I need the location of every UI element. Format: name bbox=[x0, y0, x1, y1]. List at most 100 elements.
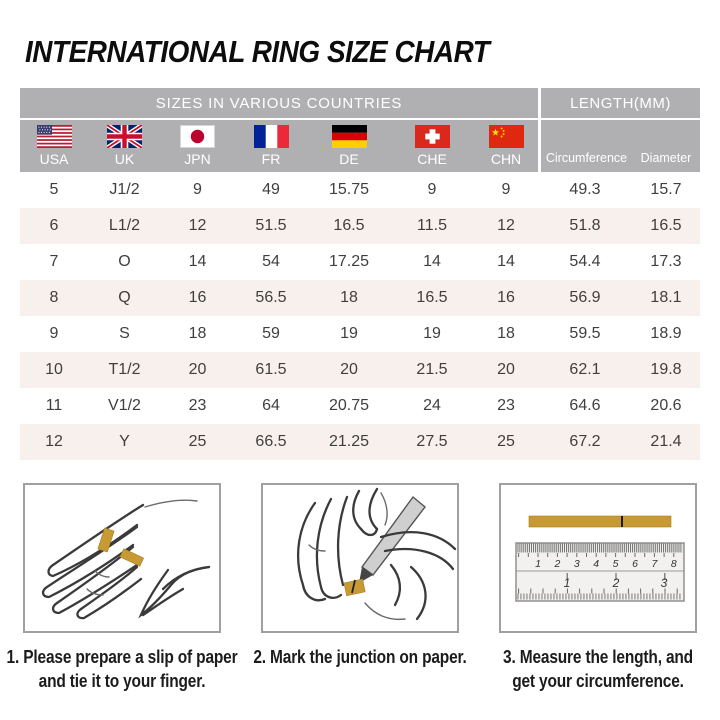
table-cell: 15.75 bbox=[328, 181, 370, 198]
table-cell: 21.25 bbox=[328, 433, 370, 450]
table-cell: 64.6 bbox=[569, 397, 601, 414]
country-label: JPN bbox=[184, 151, 211, 167]
table-cell: 56.5 bbox=[255, 289, 287, 306]
table-cell: 19 bbox=[340, 325, 358, 342]
table-cell: 16.5 bbox=[333, 217, 365, 234]
step-3-illustration-box: 1 2 3 4 5 6 7 8 1 2 3 bbox=[499, 483, 697, 633]
table-cell: 19 bbox=[423, 325, 441, 342]
ruler-inch-number: 1 bbox=[564, 576, 571, 590]
table-cell: 66.5 bbox=[255, 433, 287, 450]
ruler-cm-number: 3 bbox=[574, 558, 580, 570]
ruler-cm-number: 7 bbox=[651, 558, 658, 570]
flag-cell-uk: UK bbox=[88, 120, 161, 172]
japan-flag-icon bbox=[180, 125, 215, 148]
table-cell: V1/2 bbox=[108, 397, 141, 414]
table-cell: 14 bbox=[188, 253, 207, 270]
table-cell: 20.6 bbox=[650, 397, 682, 414]
country-label: DE bbox=[339, 151, 359, 167]
flag-cell-usa: USA bbox=[20, 120, 88, 172]
country-label: CHN bbox=[490, 151, 522, 167]
table-cell: 59 bbox=[262, 325, 280, 342]
header-length-label: LENGTH(MM) bbox=[538, 88, 700, 118]
table-cell: 18 bbox=[188, 325, 207, 342]
table-cell: 23 bbox=[188, 397, 207, 414]
table-cell: 16.5 bbox=[416, 289, 448, 306]
table-cell: 17.3 bbox=[650, 253, 682, 270]
table-cell: 18 bbox=[340, 289, 358, 306]
uk-flag-icon bbox=[107, 125, 142, 148]
table-cell: 12 bbox=[45, 433, 63, 450]
table-cell: 54 bbox=[262, 253, 280, 270]
ruler-cm-number: 6 bbox=[632, 558, 638, 570]
table-cell: 25 bbox=[497, 433, 515, 450]
table-cell: 15.7 bbox=[650, 181, 682, 198]
flag-cell-jpn: JPN bbox=[161, 120, 234, 172]
hand-with-paper-strip-illustration bbox=[41, 499, 211, 620]
table-cell: 5 bbox=[49, 181, 59, 198]
table-cell: J1/2 bbox=[109, 181, 140, 198]
table-cell: 49 bbox=[262, 181, 280, 198]
marking-junction-with-pen-illustration bbox=[297, 487, 457, 621]
table-cell: 17.25 bbox=[328, 253, 370, 270]
table-cell: 61.5 bbox=[255, 361, 287, 378]
table-row: 11 V1/2 23 64 20.75 24 23 64.6 20.6 bbox=[20, 388, 700, 424]
table-cell: 16 bbox=[497, 289, 515, 306]
country-label: FR bbox=[261, 151, 281, 167]
table-row: 8 Q 16 56.5 18 16.5 16 56.9 18.1 bbox=[20, 280, 700, 316]
measurement-steps: 1. Please prepare a slip of paper and ti… bbox=[6, 483, 714, 694]
flag-cell-chn: CHN bbox=[474, 120, 538, 172]
table-cell: 23 bbox=[497, 397, 515, 414]
step-caption: 2. Mark the junction on paper. bbox=[253, 647, 467, 667]
table-cell: 18.9 bbox=[650, 325, 682, 342]
table-body: 5 J1/2 9 49 15.75 9 9 49.3 15.7 6 L1/2 12 51.5 16.5 11… bbox=[20, 172, 700, 460]
step-2-illustration-box bbox=[261, 483, 459, 633]
table-cell: 6 bbox=[49, 217, 59, 234]
table-row: 5 J1/2 9 49 15.75 9 9 49.3 15.7 bbox=[20, 172, 700, 208]
ruler-cm-number: 2 bbox=[553, 558, 560, 570]
table-cell: 12 bbox=[497, 217, 515, 234]
flags-group: USA UK bbox=[20, 120, 538, 172]
flag-header-row: USA UK bbox=[20, 120, 700, 172]
size-table: SIZES IN VARIOUS COUNTRIES LENGTH(MM) bbox=[20, 88, 700, 460]
china-flag-icon bbox=[488, 125, 524, 148]
table-row: 7 O 14 54 17.25 14 14 54.4 17.3 bbox=[20, 244, 700, 280]
step-1: 1. Please prepare a slip of paper and ti… bbox=[6, 483, 238, 694]
page-title: INTERNATIONAL RING SIZE CHART bbox=[25, 34, 490, 69]
table-cell: 20.75 bbox=[328, 397, 370, 414]
table-cell: 20 bbox=[340, 361, 358, 378]
table-cell: 51.8 bbox=[569, 217, 601, 234]
table-cell: 18 bbox=[497, 325, 515, 342]
step-1-illustration-box bbox=[23, 483, 221, 633]
table-cell: 11 bbox=[45, 397, 63, 414]
country-label: USA bbox=[39, 151, 69, 167]
table-cell: Y bbox=[119, 433, 130, 450]
table-cell: O bbox=[118, 253, 131, 270]
step-3: 1 2 3 4 5 6 7 8 1 2 3 bbox=[482, 483, 714, 694]
table-row: 9 S 18 59 19 19 18 59.5 18.9 bbox=[20, 316, 700, 352]
diameter-column-label: Diameter bbox=[640, 151, 692, 165]
ruler-cm-number: 5 bbox=[613, 558, 619, 570]
table-cell: 10 bbox=[45, 361, 63, 378]
table-cell: 49.3 bbox=[569, 181, 601, 198]
table-row: 12 Y 25 66.5 21.25 27.5 25 67.2 21.4 bbox=[20, 424, 700, 460]
table-cell: 9 bbox=[427, 181, 437, 198]
table-cell: 20 bbox=[497, 361, 515, 378]
table-cell: 27.5 bbox=[416, 433, 448, 450]
table-cell: 18.1 bbox=[650, 289, 682, 306]
table-row: 6 L1/2 12 51.5 16.5 11.5 12 51.8 16.5 bbox=[20, 208, 700, 244]
table-cell: 11.5 bbox=[417, 217, 447, 234]
table-cell: 9 bbox=[193, 181, 202, 198]
table-cell: 19.8 bbox=[650, 361, 682, 378]
table-cell: L1/2 bbox=[108, 217, 141, 234]
table-cell: S bbox=[119, 325, 130, 342]
table-cell: Q bbox=[118, 289, 131, 306]
france-flag-icon bbox=[253, 125, 289, 148]
table-cell: 54.4 bbox=[569, 253, 601, 270]
flag-cell-de: DE bbox=[308, 120, 390, 172]
ruler-cm-number: 8 bbox=[671, 558, 677, 570]
table-cell: 25 bbox=[188, 433, 207, 450]
table-cell: 12 bbox=[188, 217, 207, 234]
flag-cell-fr: FR bbox=[234, 120, 308, 172]
table-cell: 62.1 bbox=[569, 361, 601, 378]
